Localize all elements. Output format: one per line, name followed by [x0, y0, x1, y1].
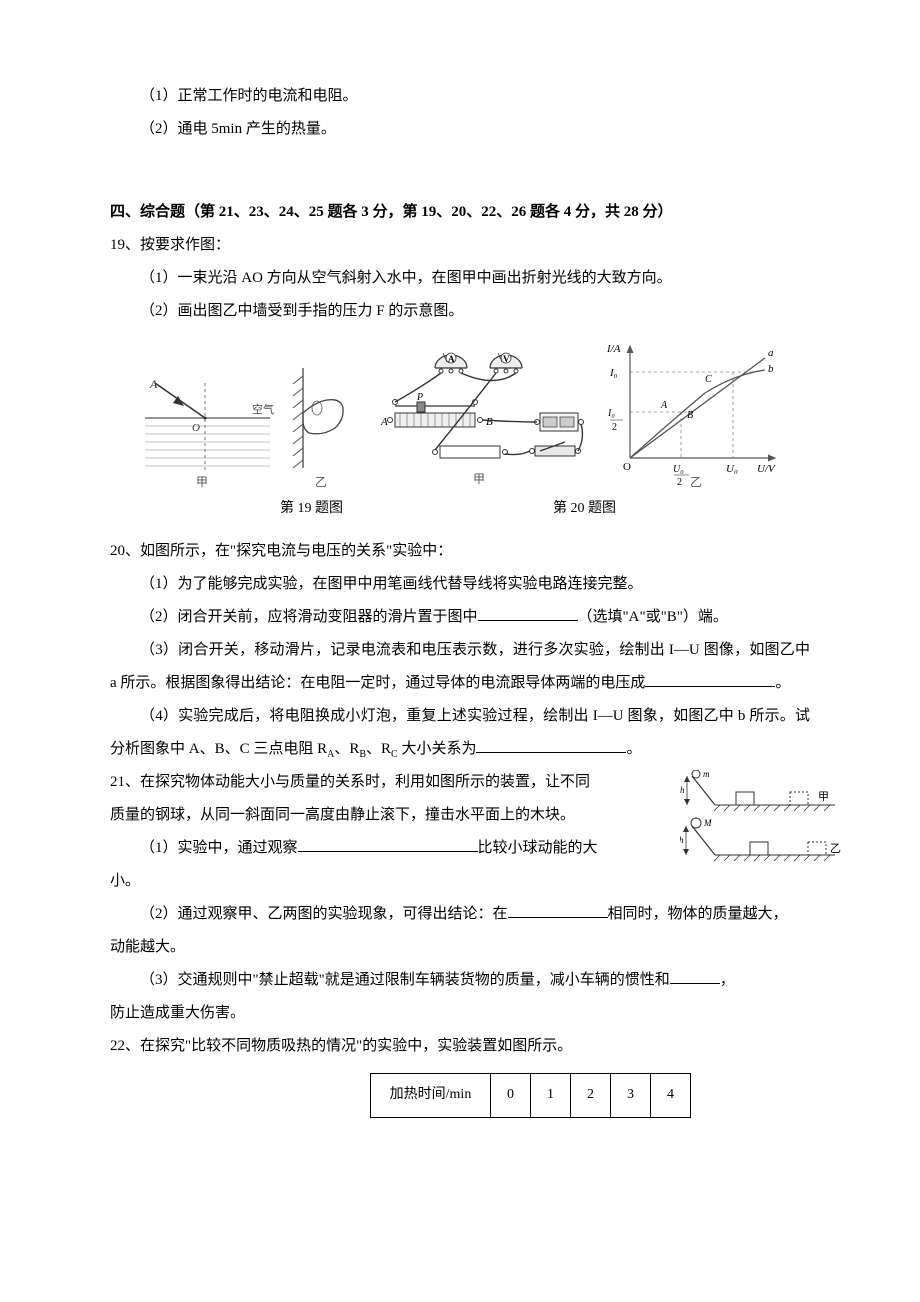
- blank: [478, 606, 578, 621]
- q21-part2: （2）通过观察甲、乙两图的实验现象，可得出结论：在相同时，物体的质量越大，: [110, 898, 810, 931]
- voltmeter-icon: V: [490, 353, 522, 373]
- q19-fig2-finger-wall: 乙: [285, 358, 355, 488]
- blank: [298, 837, 478, 852]
- q19-stem: 19、按要求作图：: [110, 229, 810, 262]
- battery-icon: [535, 413, 584, 431]
- q18-part1: （1）正常工作时的电流和电阻。: [110, 80, 810, 113]
- svg-text:A: A: [149, 377, 158, 391]
- svg-text:2: 2: [612, 422, 617, 433]
- table-cell: 4: [651, 1073, 691, 1117]
- q20-fig-graph: I/A U/V O I₀ I₀ 2 U₀ 2 U₀ a b A B C 乙: [605, 338, 785, 488]
- q21-part2-line2: 动能越大。: [110, 931, 810, 964]
- q19-fig1-air-label: 空气: [252, 402, 274, 416]
- svg-text:O: O: [623, 461, 631, 473]
- q19-part2: （2）画出图乙中墙受到手指的压力 F 的示意图。: [110, 295, 810, 328]
- q21-stem-line2: 质量的钢球，从同一斜面同一高度由静止滚下，撞击水平面上的木块。: [110, 799, 640, 832]
- section4-heading: 四、综合题（第 21、23、24、25 题各 3 分，第 19、20、22、26…: [110, 196, 810, 229]
- table-cell: 2: [571, 1073, 611, 1117]
- svg-text:A: A: [660, 400, 668, 411]
- q21-part1-line1: （1）实验中，通过观察比较小球动能的大: [110, 832, 640, 865]
- svg-text:V: V: [503, 354, 510, 364]
- q20-fig-circuit: A V P A B: [365, 338, 595, 488]
- q22-stem: 22、在探究"比较不同物质吸热的情况"的实验中，实验装置如图所示。: [110, 1030, 810, 1063]
- q22-data-table: 加热时间/min 0 1 2 3 4: [370, 1073, 691, 1118]
- q19-fig1-refraction: 空气 A O 甲: [140, 358, 275, 488]
- blank: [645, 672, 775, 687]
- svg-text:b: b: [768, 363, 774, 375]
- table-cell: 1: [531, 1073, 571, 1117]
- q19-part1: （1）一束光沿 AO 方向从空气斜射入水中，在图甲中画出折射光线的大致方向。: [110, 262, 810, 295]
- q20-part3: （3）闭合开关，移动滑片，记录电流表和电压表示数，进行多次实验，绘制出 I—U …: [110, 634, 810, 700]
- svg-text:A: A: [380, 416, 388, 428]
- svg-text:B: B: [486, 416, 493, 428]
- svg-text:P: P: [416, 392, 423, 403]
- q21-part3: （3）交通规则中"禁止超载"就是通过限制车辆装货物的质量，减小车辆的惯性和，: [110, 964, 810, 997]
- svg-text:乙: 乙: [690, 475, 702, 488]
- svg-text:a: a: [768, 347, 774, 359]
- q21-part1-line2: 小。: [110, 865, 810, 898]
- ammeter-icon: A: [435, 353, 467, 373]
- blank: [508, 903, 608, 918]
- q20-part2: （2）闭合开关前，应将滑动变阻器的滑片置于图中（选填"A"或"B"）端。: [110, 601, 810, 634]
- q18-part2: （2）通电 5min 产生的热量。: [110, 113, 810, 146]
- svg-text:甲: 甲: [473, 472, 485, 486]
- table-cell: 3: [611, 1073, 651, 1117]
- switch-icon: [530, 442, 581, 456]
- svg-text:O: O: [192, 422, 200, 434]
- q20-part1: （1）为了能够完成实验，在图甲中用笔画线代替导线将实验电路连接完整。: [110, 568, 810, 601]
- blank: [476, 738, 626, 753]
- table-row: 加热时间/min 0 1 2 3 4: [371, 1073, 691, 1117]
- q21-fig-ramps: m h 甲 M h 乙: [680, 770, 850, 865]
- svg-text:2: 2: [677, 477, 682, 488]
- svg-text:h: h: [680, 785, 685, 795]
- svg-text:I₀: I₀: [609, 367, 618, 379]
- svg-text:A: A: [448, 354, 455, 364]
- svg-text:C: C: [705, 374, 712, 385]
- q19-q20-figure-row: 空气 A O 甲 乙 A: [140, 338, 810, 488]
- blank: [670, 969, 720, 984]
- q20-fig-label: 第 20 题图: [553, 494, 616, 525]
- q21-stem-line1: 21、在探究物体动能大小与质量的关系时，利用如图所示的装置，让不同: [110, 766, 640, 799]
- q20-part4: （4）实验完成后，将电阻换成小灯泡，重复上述实验过程，绘制出 I—U 图象，如图…: [110, 700, 810, 766]
- svg-text:U₀: U₀: [673, 464, 684, 475]
- table-cell: 0: [491, 1073, 531, 1117]
- svg-text:U₀: U₀: [726, 463, 738, 475]
- q21-part3-line2: 防止造成重大伤害。: [110, 997, 810, 1030]
- q21-block: m h 甲 M h 乙 21、在探究物体动能大小与质量的关系时，利用如图所示的装…: [110, 766, 810, 865]
- figure-labels-row: 第 19 题图 第 20 题图: [110, 494, 810, 525]
- svg-text:I₀: I₀: [607, 408, 615, 419]
- q20-stem: 20、如图所示，在"探究电流与电压的关系"实验中：: [110, 535, 810, 568]
- svg-text:U/V: U/V: [757, 463, 776, 475]
- svg-text:h: h: [680, 835, 684, 845]
- resistor-icon: [440, 446, 500, 458]
- table-row-label: 加热时间/min: [371, 1073, 491, 1117]
- svg-text:I/A: I/A: [606, 343, 621, 355]
- svg-text:B: B: [687, 410, 693, 421]
- svg-text:乙: 乙: [830, 842, 841, 855]
- q19-fig-label: 第 19 题图: [280, 494, 343, 525]
- svg-text:乙: 乙: [315, 475, 327, 488]
- rheostat-icon: P A B: [380, 392, 493, 428]
- svg-text:甲: 甲: [196, 475, 208, 488]
- svg-text:M: M: [703, 818, 712, 828]
- svg-text:甲: 甲: [818, 791, 829, 803]
- svg-text:m: m: [703, 770, 710, 779]
